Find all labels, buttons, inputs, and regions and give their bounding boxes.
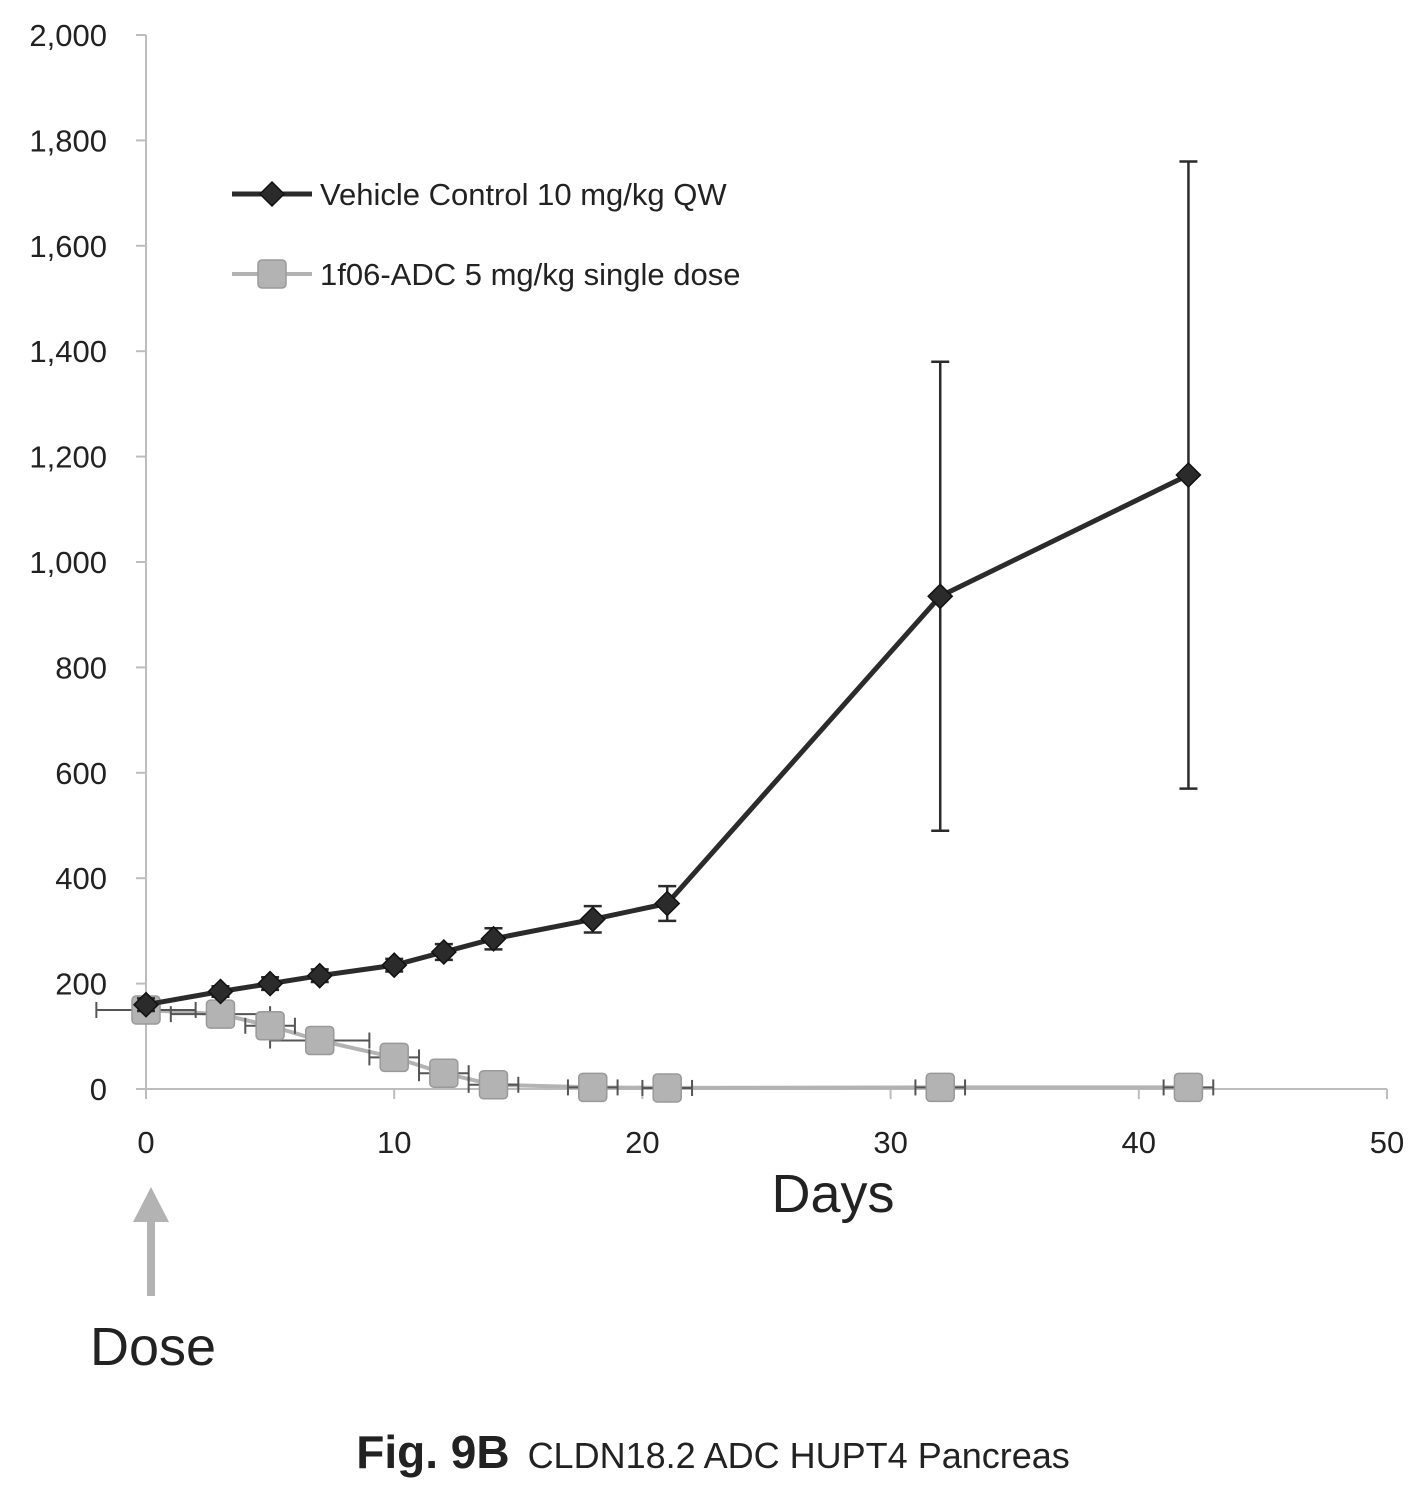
dose-annotation: Dose [90,1187,216,1377]
legend-marker [257,259,287,289]
data-point [654,890,681,917]
data-point [132,991,160,1018]
y-tick-label: 200 [55,967,107,1002]
x-tick-label: 40 [1122,1125,1156,1160]
legend-label: Vehicle Control 10 mg/kg QW [320,177,727,212]
x-tick-label: 20 [625,1125,659,1160]
data-point [379,1042,409,1073]
data-point [255,1011,285,1041]
data-point [1175,461,1202,489]
figure-label: Fig. 9B [356,1426,510,1478]
dose-arrow-shaft [147,1218,155,1296]
axes: 02004006008001,0001,2001,4001,6001,8002,… [29,18,1404,1224]
x-axis-title: Days [771,1164,894,1224]
y-tick-label: 1,000 [29,545,107,580]
series-line [145,472,1190,1008]
legend: Vehicle Control 10 mg/kg QW 1f06-ADC 5 mg… [232,177,740,292]
y-tick-label: 400 [55,861,107,896]
dose-label: Dose [90,1317,216,1377]
data-point [429,1058,459,1088]
data-point [652,1073,682,1103]
data-point [925,1072,955,1103]
y-tick-label: 600 [55,756,107,791]
series-1 [95,995,1215,1103]
data-point [257,970,284,997]
series-0 [132,160,1202,1018]
y-tick-label: 800 [55,650,107,685]
data-point [478,1070,509,1100]
x-tick-label: 0 [137,1125,154,1160]
data-point [304,1025,335,1056]
legend-item-0: Vehicle Control 10 mg/kg QW [232,177,727,212]
data-point [579,906,606,933]
legend-item-1: 1f06-ADC 5 mg/kg single dose [232,257,740,292]
y-tick-label: 1,200 [29,440,107,475]
data-point [207,978,234,1005]
y-tick-label: 1,800 [29,123,107,158]
data-point [381,952,408,979]
data-point [430,938,457,966]
dose-arrow-head [133,1187,169,1222]
y-tick-label: 0 [90,1072,107,1107]
data-point [1173,1072,1204,1103]
data-point [927,583,954,610]
figure-description: CLDN18.2 ADC HUPT4 Pancreas [527,1435,1070,1476]
chart: 02004006008001,0001,2001,4001,6001,8002,… [29,18,1404,1377]
data-point [578,1072,608,1103]
x-tick-label: 30 [873,1125,907,1160]
y-tick-label: 1,600 [29,229,107,264]
y-tick-label: 2,000 [29,18,107,53]
y-tick-label: 1,400 [29,334,107,369]
data-point [306,962,333,989]
x-tick-label: 50 [1370,1125,1404,1160]
legend-label: 1f06-ADC 5 mg/kg single dose [320,257,740,292]
series-layer [95,160,1215,1103]
data-point [480,925,507,952]
legend-marker [258,180,286,208]
figure-caption: Fig. 9B CLDN18.2 ADC HUPT4 Pancreas [0,1425,1426,1479]
x-tick-label: 10 [377,1125,411,1160]
